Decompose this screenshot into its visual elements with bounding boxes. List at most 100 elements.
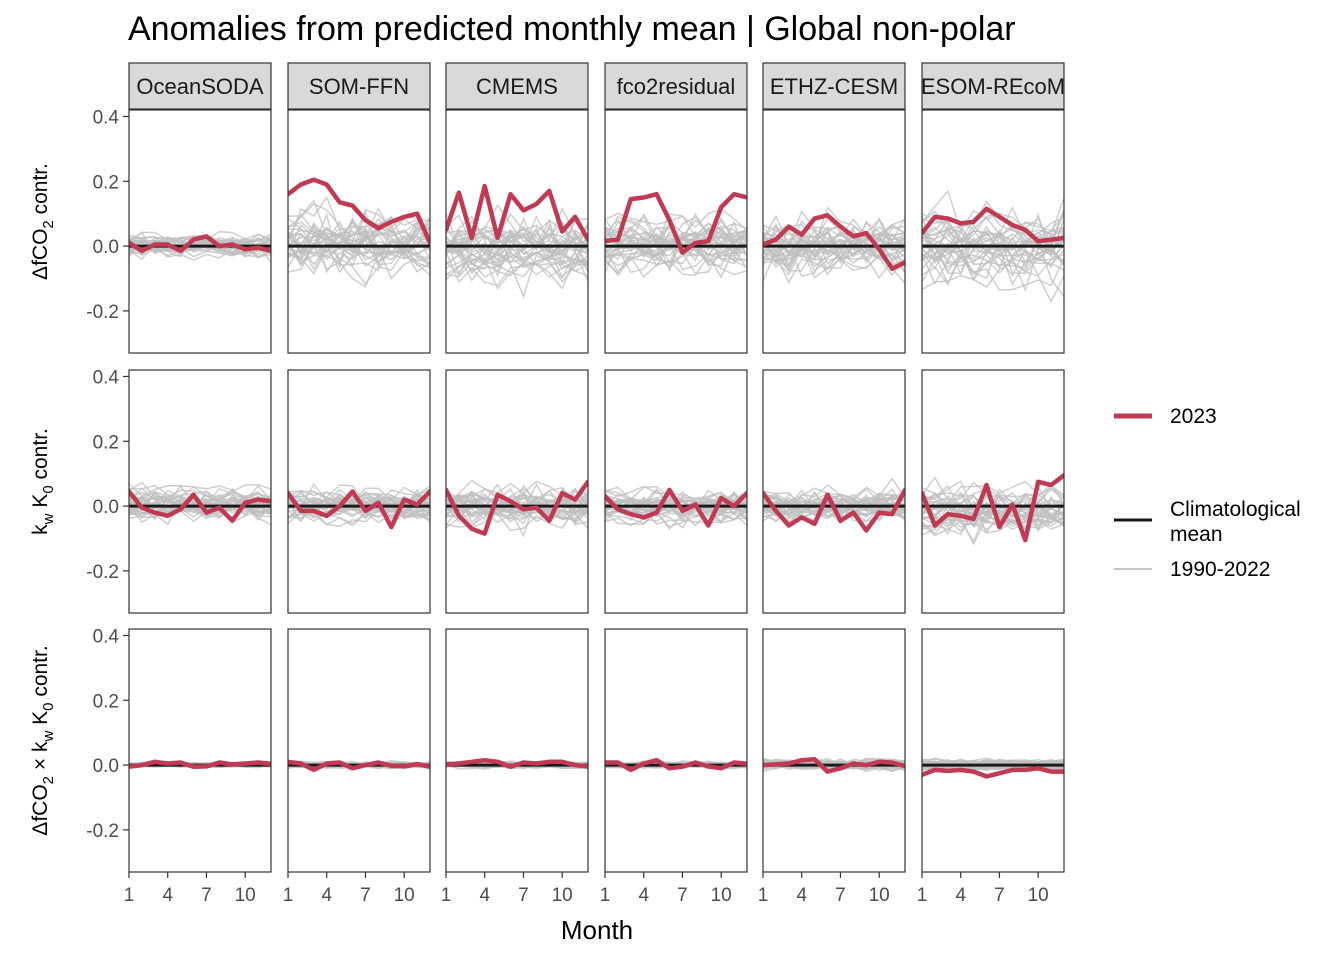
background-year-line xyxy=(446,252,588,290)
series-2023-line xyxy=(763,487,905,533)
x-tick-label: 10 xyxy=(1028,885,1049,906)
series-2023-line xyxy=(605,191,747,255)
x-tick-label: 7 xyxy=(518,885,529,906)
facet-panel xyxy=(762,109,906,354)
y-tick-label: 0.4 xyxy=(93,107,120,128)
x-tick-label: 10 xyxy=(394,885,415,906)
background-year-line xyxy=(922,480,1064,505)
y-tick-label: 0.4 xyxy=(93,626,120,647)
background-year-line xyxy=(446,223,588,262)
x-tick-label: 4 xyxy=(321,885,332,906)
background-year-line xyxy=(922,246,1064,286)
background-year-line xyxy=(922,230,1064,268)
background-year-line xyxy=(605,213,747,247)
background-year-line xyxy=(288,242,430,286)
background-year-line xyxy=(922,484,1064,510)
background-year-line xyxy=(446,252,588,299)
series-2023-line xyxy=(129,759,271,769)
facet-strip-label: CMEMS xyxy=(476,74,558,99)
y-tick-label: 0.0 xyxy=(93,497,119,518)
series-2023-line xyxy=(922,473,1064,543)
facet-strip-label: fco2residual xyxy=(617,74,736,99)
chart-title: Anomalies from predicted monthly mean | … xyxy=(128,10,1016,48)
facet-panel xyxy=(604,369,748,614)
background-year-line xyxy=(922,212,1064,259)
row-labels: ΔfCO2 contr. kw K0 contr. ΔfCO2 × kw K0 co… xyxy=(29,163,57,836)
background-year-line xyxy=(129,491,271,520)
facet-panel xyxy=(287,109,431,354)
background-year-line xyxy=(922,252,1064,287)
background-year-line xyxy=(446,228,588,261)
facet-strip: fco2residual xyxy=(604,62,748,110)
x-tick-label: 4 xyxy=(638,885,649,906)
background-year-line xyxy=(288,244,430,275)
background-year-line xyxy=(446,501,588,526)
x-tick-label: 1 xyxy=(124,885,135,906)
x-tick-label: 7 xyxy=(360,885,371,906)
x-tick-label: 1 xyxy=(758,885,769,906)
x-tick-label: 10 xyxy=(869,885,890,906)
x-tick-label: 10 xyxy=(711,885,732,906)
series-2023-line xyxy=(288,489,430,530)
legend-label-background-years: 1990-2022 xyxy=(1170,558,1270,581)
background-year-line xyxy=(763,477,905,509)
x-tick-label: 4 xyxy=(796,885,807,906)
facet-panel xyxy=(445,109,589,354)
background-year-line xyxy=(446,239,588,290)
facet-strip: SOM-FFN xyxy=(287,62,431,110)
series-2023-line xyxy=(446,183,588,242)
series-2023-line xyxy=(605,487,747,528)
background-year-line xyxy=(763,209,905,248)
series-2023-line xyxy=(922,206,1064,244)
background-year-line xyxy=(129,500,271,521)
background-year-line xyxy=(922,223,1064,256)
facet-panel: -0.2 0.0 0.2 0.4 xyxy=(86,107,272,354)
facet-panel: 1 4 7 10 xyxy=(917,628,1065,906)
legend-label-2023: 2023 xyxy=(1170,405,1217,428)
background-year-line xyxy=(763,236,905,265)
background-year-line xyxy=(605,505,747,527)
x-tick-label: 10 xyxy=(552,885,573,906)
facet-panel xyxy=(287,369,431,614)
y-tick-label: 0.2 xyxy=(93,691,119,712)
background-year-line xyxy=(605,235,747,272)
facet-panel: 1 4 7 10 xyxy=(441,628,589,906)
background-year-line xyxy=(922,261,1064,304)
background-year-line xyxy=(446,228,588,256)
row-axis-label: kw K0 contr. xyxy=(29,428,57,535)
facet-strip-label: SOM-FFN xyxy=(309,74,409,99)
facet-panel xyxy=(921,369,1065,614)
facet-panel xyxy=(921,109,1065,354)
facet-strip: ESOM-REcoM xyxy=(921,62,1065,110)
x-axis-title: Month xyxy=(561,915,633,945)
row-axis-label: ΔfCO2 × kw K0 contr. xyxy=(29,645,57,835)
background-year-line xyxy=(288,504,430,519)
background-year-line xyxy=(446,488,588,511)
x-tick-label: 7 xyxy=(994,885,1005,906)
background-year-line xyxy=(446,254,588,278)
y-tick-label: -0.2 xyxy=(86,821,119,842)
background-year-line xyxy=(288,484,430,504)
background-year-line xyxy=(129,490,271,502)
background-year-line xyxy=(288,216,430,256)
series-2023-line xyxy=(288,759,430,773)
x-tick-label: 7 xyxy=(835,885,846,906)
background-year-line xyxy=(129,240,271,258)
facet-panel xyxy=(445,369,589,614)
background-year-line xyxy=(446,232,588,279)
legend-label-climatological-mean: Climatological xyxy=(1170,498,1301,521)
background-year-line xyxy=(922,210,1064,248)
background-year-line xyxy=(922,226,1064,282)
y-tick-label: 0.2 xyxy=(93,172,119,193)
series-2023-line xyxy=(129,489,271,523)
panel-grid: OceanSODA SOM-FFN CMEMS fco2residual ETHZ-CE… xyxy=(86,62,1065,906)
series-2023-line xyxy=(763,756,905,774)
background-year-line xyxy=(922,500,1064,531)
background-year-line xyxy=(129,481,271,503)
background-year-line xyxy=(605,208,747,232)
background-year-line xyxy=(446,231,588,261)
background-year-line xyxy=(446,506,588,528)
facet-panel: 1 4 7 10 xyxy=(283,628,431,906)
